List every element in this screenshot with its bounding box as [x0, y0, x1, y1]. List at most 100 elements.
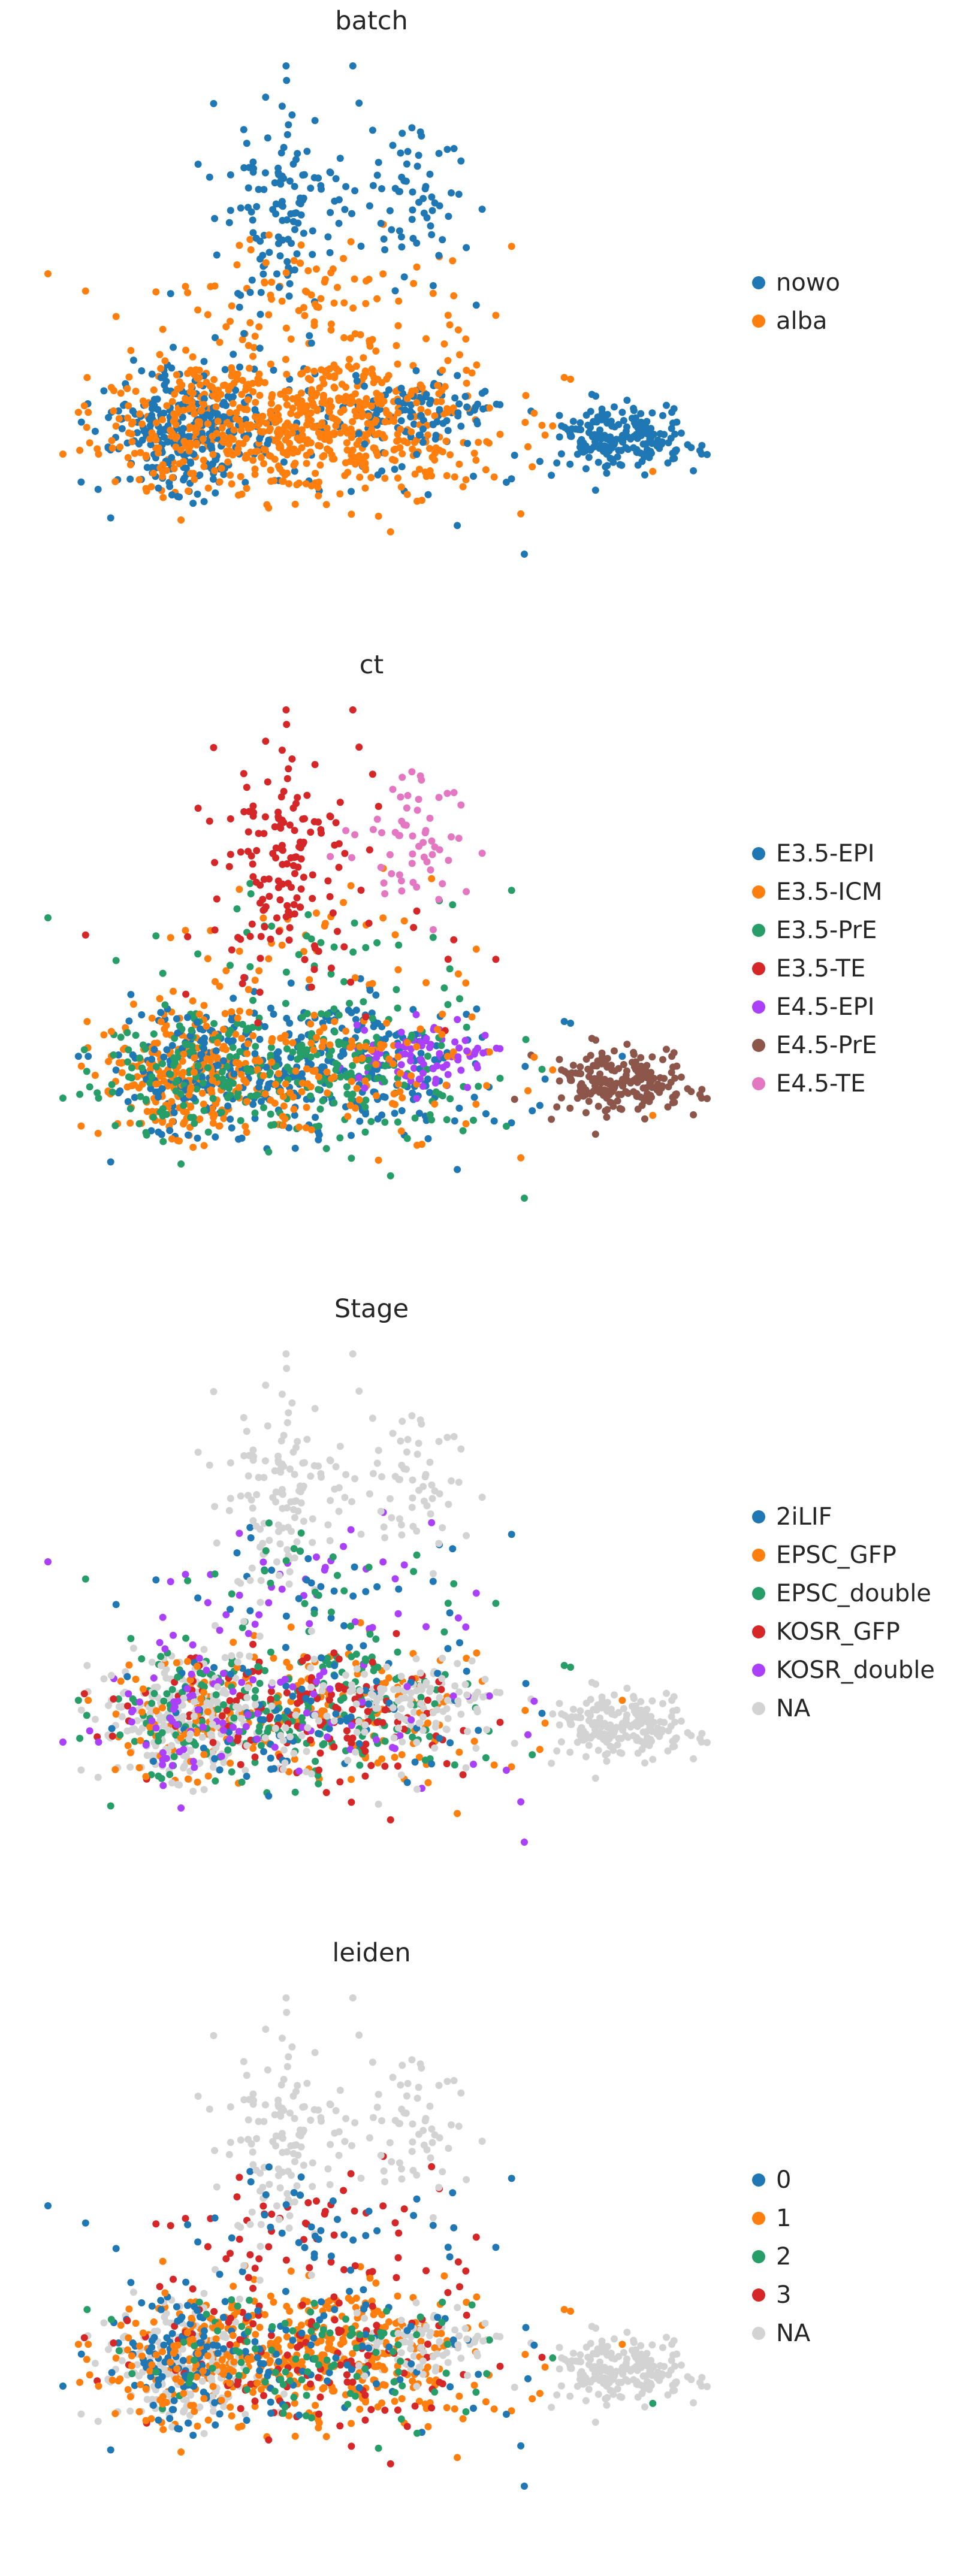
data-point	[326, 249, 334, 256]
data-point	[155, 1772, 162, 1780]
data-point	[237, 291, 244, 299]
data-point	[298, 1714, 306, 1722]
data-point	[641, 1115, 648, 1123]
data-point	[185, 1131, 192, 1139]
data-point	[659, 1700, 666, 1707]
data-point	[234, 1737, 242, 1744]
data-point	[298, 444, 306, 452]
data-point	[306, 332, 313, 340]
data-point	[360, 1642, 367, 1650]
data-point	[283, 1707, 291, 1715]
data-point	[411, 470, 419, 478]
data-point	[340, 943, 348, 951]
data-point	[630, 1048, 638, 1056]
data-point	[457, 157, 465, 165]
data-point	[126, 1749, 134, 1756]
data-point	[349, 446, 357, 454]
data-point	[394, 966, 402, 973]
data-point	[259, 270, 267, 278]
data-point	[541, 1075, 549, 1083]
data-point	[152, 1576, 160, 1584]
data-point	[318, 1687, 326, 1695]
data-point	[240, 770, 247, 778]
data-point	[283, 1546, 291, 1553]
legend-swatch	[752, 924, 765, 937]
data-point	[378, 1111, 386, 1119]
data-point	[511, 452, 518, 459]
data-point	[611, 1083, 618, 1091]
data-point	[59, 1095, 67, 1102]
data-point	[204, 484, 212, 492]
data-point	[227, 382, 234, 390]
data-point	[184, 1658, 191, 1665]
data-point	[430, 421, 437, 428]
data-point	[183, 1041, 191, 1048]
legend: E3.5-EPI E3.5-ICM E3.5-PrE E3.5-TE E4.5-EPI E…	[752, 835, 883, 1103]
data-point	[672, 1734, 680, 1742]
data-point	[423, 1502, 431, 1510]
data-point	[352, 1015, 360, 1023]
data-point	[107, 1671, 115, 1679]
data-point	[340, 255, 348, 262]
data-point	[257, 1741, 265, 1749]
data-point	[302, 480, 310, 488]
data-point	[426, 1733, 433, 1740]
data-point	[277, 1088, 285, 1095]
data-point	[361, 433, 369, 441]
data-point	[237, 1492, 244, 1500]
data-point	[162, 1674, 170, 1682]
data-point	[355, 99, 363, 107]
data-point	[444, 427, 452, 434]
data-point	[618, 1749, 626, 1757]
data-point	[407, 1057, 415, 1065]
data-point	[274, 808, 282, 816]
data-point	[302, 1124, 310, 1132]
data-point	[246, 933, 254, 941]
data-point	[287, 979, 295, 987]
data-point	[252, 1522, 260, 1530]
data-point	[324, 877, 332, 885]
data-point	[224, 458, 232, 466]
data-point	[236, 363, 243, 371]
data-point	[375, 1447, 382, 1455]
data-point	[463, 403, 471, 411]
data-point	[152, 1707, 160, 1715]
data-point	[318, 419, 326, 427]
data-point	[403, 1683, 411, 1691]
data-point	[246, 364, 253, 372]
data-point	[125, 1017, 133, 1025]
data-point	[348, 210, 355, 217]
data-point	[150, 386, 158, 394]
data-point	[295, 1487, 303, 1495]
data-point	[303, 1065, 310, 1073]
data-point	[496, 1719, 504, 1726]
data-point	[397, 1029, 405, 1036]
data-point	[219, 1075, 227, 1083]
data-point	[307, 1664, 315, 1672]
data-point	[164, 438, 171, 446]
data-point	[164, 1726, 171, 1734]
data-point	[307, 1770, 315, 1777]
data-point	[279, 1765, 287, 1773]
data-point	[297, 903, 304, 911]
data-point	[253, 422, 261, 430]
data-point	[391, 1575, 399, 1583]
data-point	[114, 407, 122, 415]
data-point	[143, 464, 151, 471]
data-point	[413, 1739, 421, 1746]
data-point	[454, 371, 461, 379]
data-point	[211, 1755, 219, 1762]
data-point	[663, 401, 670, 409]
data-point	[451, 473, 458, 481]
data-point	[538, 1066, 546, 1073]
data-point	[261, 1667, 268, 1674]
data-point	[438, 1030, 446, 1038]
data-point	[456, 351, 463, 359]
data-point	[574, 425, 582, 433]
data-point	[166, 483, 174, 491]
data-point	[415, 431, 423, 439]
data-point	[244, 184, 252, 192]
data-point	[146, 1723, 154, 1731]
data-point	[267, 1004, 274, 1012]
data-point	[375, 1800, 382, 1808]
